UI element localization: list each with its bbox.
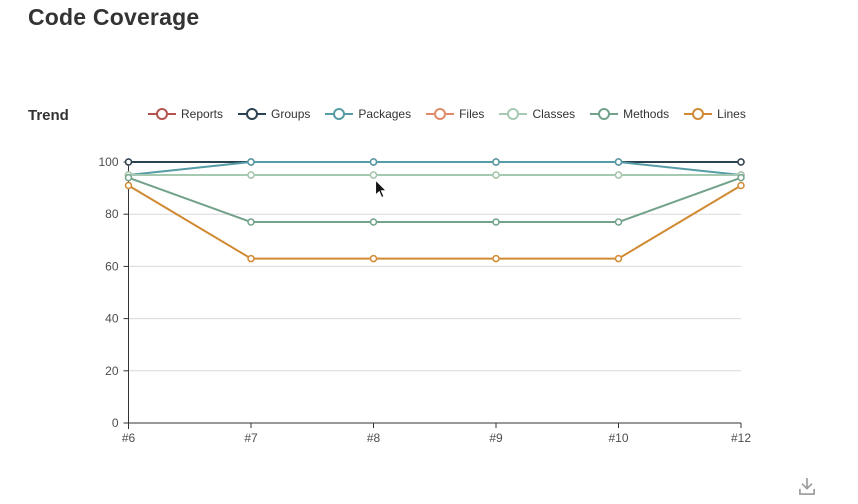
y-axis-tick-label: 60 — [105, 259, 119, 273]
series-line-methods — [127, 176, 742, 224]
legend-item-reports[interactable]: Reports — [148, 107, 223, 121]
download-icon[interactable] — [795, 475, 819, 499]
legend-item-lines[interactable]: Lines — [684, 107, 746, 121]
legend-marker-icon — [499, 108, 528, 120]
legend-label: Packages — [358, 107, 412, 121]
legend-label: Files — [459, 107, 485, 121]
y-axis-tick-label: 20 — [105, 364, 119, 378]
data-point-packages-#10 — [614, 158, 623, 166]
data-point-lines-#8 — [369, 254, 378, 263]
x-axis-tick-label: #9 — [489, 431, 503, 445]
data-point-packages-#8 — [369, 158, 378, 166]
legend-marker-icon — [325, 108, 354, 120]
data-point-lines-#6 — [124, 181, 133, 190]
legend-label: Methods — [623, 107, 670, 121]
x-axis-tick-label: #7 — [244, 431, 258, 445]
data-point-methods-#10 — [614, 218, 623, 226]
y-axis-tick-label: 40 — [105, 312, 119, 326]
data-point-methods-#12 — [737, 173, 745, 182]
legend-marker-icon — [148, 108, 176, 120]
legend-marker-icon — [590, 108, 619, 120]
chart-legend: Reports Groups Packages Files Classes Methods… — [148, 105, 746, 123]
data-point-packages-#7 — [247, 158, 255, 166]
data-point-classes-#8 — [369, 171, 378, 179]
x-axis-tick-label: #6 — [122, 431, 136, 445]
legend-label: Lines — [717, 107, 746, 121]
data-point-methods-#7 — [247, 218, 255, 226]
legend-item-groups[interactable]: Groups — [238, 107, 310, 121]
data-point-packages-#9 — [492, 158, 500, 166]
legend-label: Classes — [532, 107, 576, 121]
legend-item-methods[interactable]: Methods — [590, 107, 669, 121]
x-axis-tick-label: #10 — [608, 431, 628, 445]
data-point-methods-#8 — [369, 218, 378, 226]
legend-item-files[interactable]: Files — [426, 107, 484, 121]
y-axis-tick-label: 100 — [98, 155, 118, 169]
page-title: Code Coverage — [28, 4, 200, 30]
data-point-lines-#12 — [737, 181, 745, 190]
data-point-classes-#10 — [614, 171, 623, 179]
data-point-groups-#12 — [737, 158, 745, 166]
y-axis-tick-label: 0 — [112, 416, 119, 430]
x-axis-tick-label: #8 — [367, 431, 381, 445]
series-line-packages — [127, 161, 742, 177]
legend-label: Groups — [271, 107, 311, 121]
x-axis-tick-label: #12 — [731, 431, 751, 445]
legend-item-packages[interactable]: Packages — [325, 107, 411, 121]
data-point-lines-#7 — [247, 254, 255, 263]
trend-section-heading: Trend — [28, 107, 69, 124]
data-point-methods-#9 — [492, 218, 500, 226]
y-axis-tick-label: 80 — [105, 207, 119, 221]
mouse-cursor-icon — [374, 179, 388, 199]
data-point-lines-#9 — [492, 254, 500, 263]
legend-marker-icon — [684, 108, 713, 120]
data-point-classes-#7 — [247, 171, 255, 179]
legend-label: Reports — [181, 107, 224, 121]
data-point-groups-#6 — [124, 158, 133, 166]
series-line-lines — [127, 184, 742, 260]
legend-marker-icon — [426, 108, 455, 120]
legend-marker-icon — [238, 108, 267, 120]
legend-item-classes[interactable]: Classes — [499, 107, 575, 121]
data-point-classes-#9 — [492, 171, 500, 179]
data-point-methods-#6 — [124, 173, 133, 182]
data-point-lines-#10 — [614, 254, 623, 263]
